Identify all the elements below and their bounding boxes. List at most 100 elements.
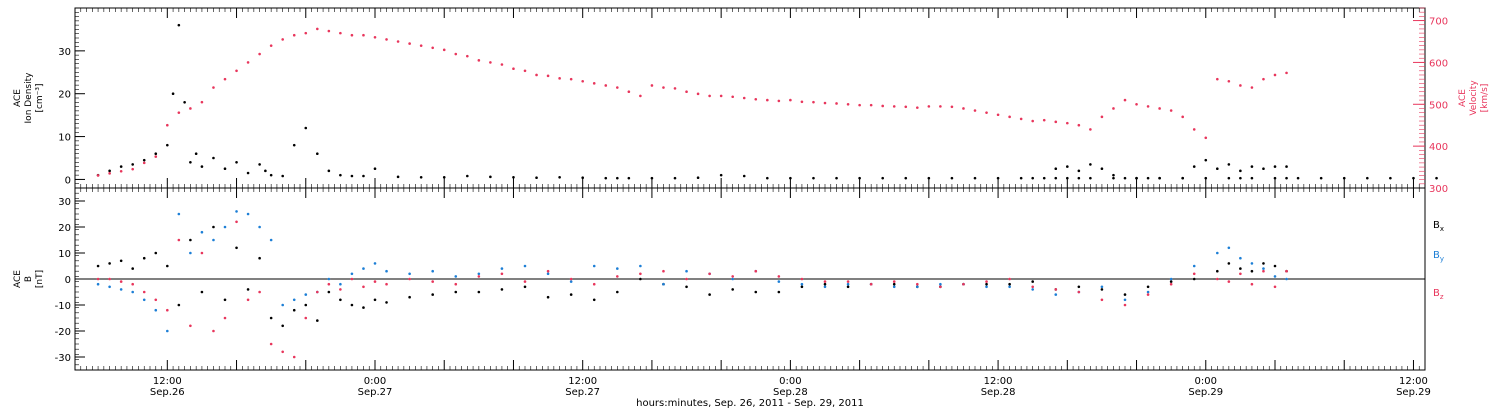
- b-field-point: [731, 275, 734, 278]
- b-field-point: [569, 280, 573, 283]
- b-field-point: [246, 288, 250, 291]
- b-field-point: [1146, 293, 1150, 296]
- b-field-point: [154, 298, 158, 302]
- b-field-point: [800, 282, 804, 286]
- b-field-point: [1239, 272, 1242, 276]
- density-velocity-point: [177, 111, 181, 114]
- b-field-point: [731, 277, 734, 281]
- density-velocity-point: [373, 167, 377, 171]
- b-field-point: [477, 290, 481, 294]
- density-velocity-point: [1146, 105, 1150, 108]
- x-tick-time-label: 12:00: [153, 376, 182, 387]
- density-velocity-point: [212, 156, 215, 160]
- right-y-axis-label-line: [km/s]: [1480, 84, 1490, 113]
- density-velocity-point: [1066, 165, 1069, 168]
- b-field-point: [1227, 262, 1231, 265]
- density-velocity-point: [292, 143, 296, 147]
- b-field-point: [269, 238, 273, 242]
- b-field-point: [777, 280, 781, 283]
- right-y-tick-label: 600: [1429, 58, 1448, 69]
- density-velocity-point: [916, 106, 919, 109]
- b-field-point: [500, 272, 504, 276]
- b-field-point: [119, 288, 123, 291]
- density-velocity-point: [639, 94, 642, 98]
- b-field-point: [189, 238, 192, 242]
- density-velocity-point: [1077, 176, 1081, 180]
- b-field-point: [316, 290, 319, 294]
- b-field-point: [131, 282, 134, 286]
- density-velocity-point: [1239, 169, 1242, 173]
- b-field-point: [246, 298, 250, 302]
- density-velocity-point: [1019, 176, 1023, 180]
- density-velocity-point: [1019, 117, 1023, 121]
- density-velocity-point: [985, 111, 988, 114]
- b-field-point: [1192, 272, 1196, 276]
- b-field-point: [142, 290, 146, 294]
- b-y-axis-label: ACE B [nT]: [13, 270, 45, 288]
- density-velocity-point: [1158, 176, 1161, 180]
- density-velocity-point: [466, 174, 469, 178]
- b-field-point: [235, 220, 238, 224]
- legend-subscript: y: [1440, 255, 1444, 263]
- b-field-point: [154, 308, 158, 312]
- density-velocity-point: [835, 102, 838, 105]
- b-field-point: [985, 285, 988, 289]
- b-field-point: [327, 277, 331, 281]
- density-velocity-point: [200, 165, 204, 168]
- density-velocity-point: [523, 69, 527, 73]
- density-velocity-point: [766, 98, 769, 102]
- b-y-tick-label: -20: [55, 327, 71, 338]
- density-velocity-point: [373, 36, 377, 39]
- density-velocity-point: [339, 173, 342, 177]
- density-velocity-point: [1216, 167, 1219, 171]
- left-y-axis-label-line: [cm⁻³]: [35, 83, 45, 112]
- b-field-point: [166, 308, 169, 312]
- b-field-point: [1262, 269, 1265, 273]
- density-velocity-point: [512, 175, 515, 179]
- density-velocity-point: [1319, 176, 1323, 180]
- b-field-point: [350, 272, 354, 276]
- b-field-point: [892, 285, 896, 289]
- density-velocity-point: [1262, 167, 1265, 171]
- density-velocity-point: [200, 100, 204, 104]
- density-velocity-point: [1031, 176, 1034, 180]
- density-velocity-point: [546, 74, 550, 78]
- b-field-point: [235, 210, 238, 213]
- density-velocity-point: [604, 176, 608, 180]
- density-velocity-point: [616, 86, 619, 89]
- b-field-point: [1054, 288, 1058, 291]
- density-velocity-point: [1054, 120, 1058, 124]
- b-field-point: [477, 275, 481, 278]
- b-field-point: [639, 272, 642, 276]
- b-field-point: [235, 246, 238, 250]
- density-velocity-point: [1273, 73, 1277, 77]
- b-field-point: [1239, 256, 1242, 260]
- density-velocity-point: [385, 38, 388, 41]
- density-velocity-point: [1008, 115, 1011, 119]
- density-velocity-point: [858, 103, 861, 107]
- b-field-point: [108, 277, 111, 281]
- b-field-point: [350, 277, 354, 281]
- density-velocity-point: [171, 92, 175, 96]
- density-velocity-point: [1100, 167, 1104, 171]
- x-tick-time-label: 12:00: [984, 376, 1013, 387]
- b-field-point: [258, 256, 261, 260]
- b-field-point: [200, 230, 204, 234]
- density-velocity-point: [846, 102, 850, 106]
- density-velocity-point: [742, 96, 746, 100]
- b-field-point: [523, 264, 527, 268]
- density-velocity-point: [1112, 176, 1115, 180]
- density-velocity-point: [350, 33, 354, 37]
- b-field-point: [223, 316, 227, 320]
- density-velocity-point: [789, 98, 792, 102]
- density-velocity-point: [1123, 176, 1127, 180]
- b-field-point: [189, 251, 192, 255]
- density-velocity-point: [419, 175, 423, 179]
- top-panel-frame: [74, 7, 1426, 189]
- b-field-point: [1239, 267, 1242, 270]
- density-velocity-point: [962, 107, 965, 110]
- b-field-point: [616, 275, 619, 278]
- density-velocity-point: [304, 126, 308, 130]
- x-tick-date-label: Sep.27: [358, 387, 393, 398]
